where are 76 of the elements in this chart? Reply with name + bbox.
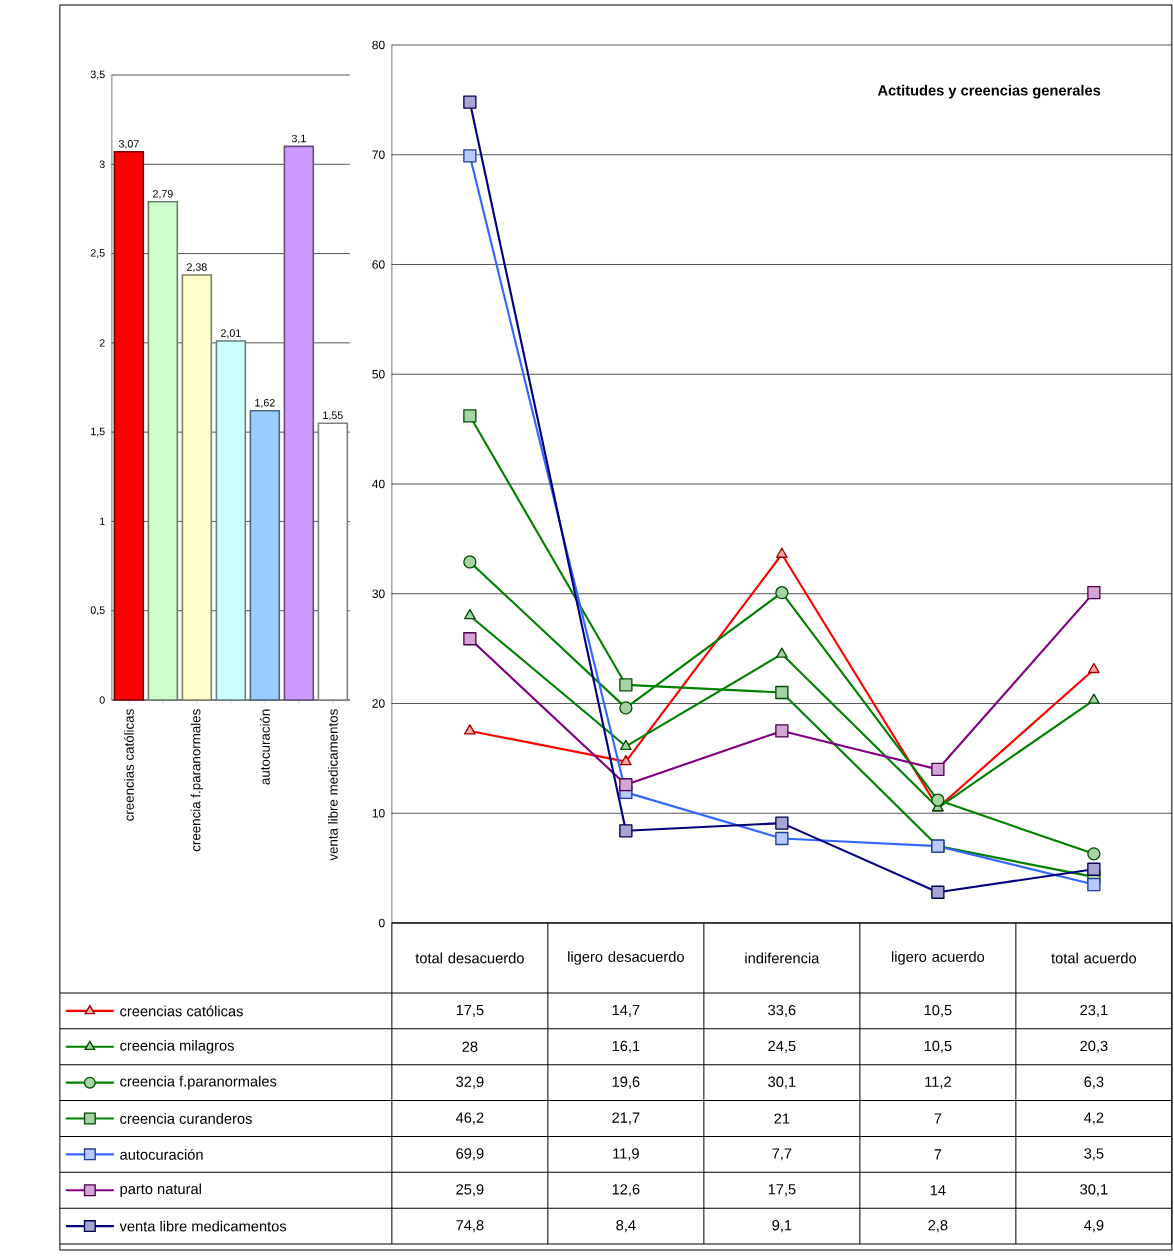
y-tick-label: 2,5 — [90, 249, 105, 258]
data-label: 17,5 — [768, 1184, 796, 1197]
data-label: 2,01 — [221, 329, 241, 339]
data-label: 2,38 — [187, 263, 207, 273]
data-label: 24,5 — [768, 1040, 796, 1053]
y-tick-label: 60 — [372, 260, 385, 269]
y-tick-label: 40 — [372, 479, 385, 489]
data-label: 11,9 — [613, 1148, 639, 1161]
y-tick-label: 1,5 — [91, 427, 105, 437]
data-label: 25,9 — [456, 1184, 484, 1197]
text: Actitudes y creencias generales — [877, 84, 1101, 99]
legend-label: autocuración — [120, 1148, 203, 1160]
data-label: 3,1 — [291, 134, 306, 144]
data-label: 2,8 — [928, 1220, 948, 1233]
data-label: 74,8 — [456, 1220, 484, 1233]
y-tick-label: 0,5 — [90, 606, 105, 616]
x-tick-label: ligero acuerdo — [892, 951, 985, 965]
y-tick-label: 0 — [379, 918, 385, 928]
data-label: 69,9 — [456, 1148, 484, 1161]
data-label: 7 — [934, 1149, 942, 1160]
data-label: 2,79 — [153, 190, 173, 199]
data-label: 46,2 — [455, 1112, 484, 1125]
y-tick-label: 70 — [372, 150, 385, 159]
y-tick-label: 0 — [99, 696, 105, 704]
data-label: 28 — [462, 1041, 478, 1052]
data-label: 4,9 — [1084, 1220, 1104, 1233]
x-tick-label: creencia f.paranormales — [190, 709, 204, 852]
data-label: 30,1 — [1080, 1184, 1108, 1197]
x-tick-label: total desacuerdo — [415, 952, 524, 964]
legend-label: venta libre medicamentos — [119, 1220, 287, 1232]
data-label: 21,7 — [612, 1112, 640, 1125]
data-label: 33,6 — [768, 1004, 796, 1017]
x-tick-label: venta libre medicamentos — [328, 709, 338, 861]
data-label: 10,5 — [924, 1004, 952, 1017]
x-tick-label: indiferencia — [745, 952, 820, 964]
legend-label: creencia f.paranormales — [120, 1075, 277, 1090]
y-tick-label: 20 — [372, 699, 385, 708]
legend-label: creencia curanderos — [120, 1113, 252, 1124]
data-label: 3,07 — [118, 140, 139, 149]
data-label: 6,3 — [1084, 1076, 1104, 1089]
data-label: 7 — [934, 1113, 942, 1124]
data-label: 9,1 — [772, 1220, 792, 1233]
y-tick-label: 1 — [100, 517, 105, 526]
legend-label: parto natural — [120, 1183, 201, 1198]
data-label: 1,62 — [255, 398, 275, 408]
data-label: 19,6 — [612, 1076, 640, 1089]
y-tick-label: 3,5 — [90, 70, 105, 80]
x-tick-label: creencias católicas — [123, 709, 134, 821]
y-tick-label: 2 — [99, 339, 105, 347]
data-label: 3,5 — [1084, 1148, 1104, 1161]
data-label: 7,7 — [772, 1148, 792, 1161]
data-label: 10,5 — [924, 1040, 952, 1053]
data-label: 23,1 — [1080, 1004, 1108, 1017]
data-label: 8,4 — [616, 1220, 636, 1233]
data-label: 21 — [774, 1113, 790, 1124]
x-tick-label: total acuerdo — [1051, 952, 1137, 964]
x-tick-label: autocuración — [259, 709, 270, 785]
data-label: 32,9 — [456, 1076, 484, 1089]
data-label: 16,1 — [612, 1040, 640, 1053]
y-tick-label: 30 — [372, 589, 385, 598]
data-label: 14,7 — [612, 1004, 640, 1017]
y-tick-label: 3 — [99, 160, 105, 169]
x-tick-label: ligero desacuerdo — [568, 951, 684, 965]
data-label: 11,2 — [925, 1076, 951, 1089]
data-label: 14 — [930, 1185, 946, 1196]
legend-label: creencias católicas — [120, 1005, 243, 1017]
data-label: 12,6 — [612, 1184, 640, 1197]
y-tick-label: 50 — [372, 369, 385, 379]
data-label: 1,55 — [323, 411, 343, 421]
data-label: 17,5 — [456, 1004, 484, 1017]
legend-label: creencia milagros — [120, 1039, 234, 1054]
y-tick-label: 80 — [372, 40, 385, 50]
data-label: 20,3 — [1080, 1040, 1108, 1053]
y-tick-label: 10 — [372, 808, 385, 818]
data-label: 4,2 — [1084, 1112, 1104, 1125]
data-label: 30,1 — [768, 1076, 796, 1089]
